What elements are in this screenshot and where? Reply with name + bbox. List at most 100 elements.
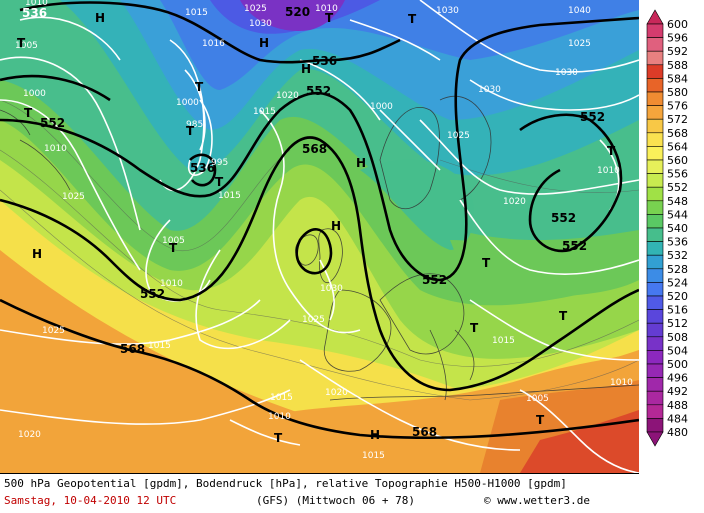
- legend-swatch: [646, 91, 664, 106]
- pressure-label: 1030: [436, 6, 459, 16]
- pressure-label: 1040: [568, 6, 591, 16]
- low-marker: T: [24, 106, 33, 120]
- legend-swatch: [646, 23, 664, 38]
- weather-map: 536 520 536 552 552 568 536 552 568 552 …: [0, 0, 639, 473]
- legend-swatch: [646, 390, 664, 406]
- color-band-purple: [240, 0, 345, 31]
- pressure-label: 1015: [148, 341, 171, 351]
- pressure-label: 1010: [160, 279, 183, 289]
- legend-label: 504: [667, 344, 688, 357]
- pressure-label: 1015: [270, 393, 293, 403]
- low-marker: T: [408, 12, 417, 26]
- legend-swatch: [646, 105, 664, 120]
- legend-label: 532: [667, 249, 688, 262]
- pressure-label: 1010: [268, 412, 291, 422]
- legend-swatch: [646, 268, 664, 283]
- low-marker: T: [607, 144, 616, 158]
- legend-swatch: [646, 64, 664, 79]
- legend-swatch: [646, 118, 664, 134]
- pressure-label: 1020: [276, 91, 299, 101]
- legend-label: 488: [667, 399, 688, 412]
- footer-blank: [639, 473, 704, 513]
- legend-label: 516: [667, 304, 688, 317]
- high-marker: H: [331, 219, 341, 233]
- legend-swatch: [646, 254, 664, 270]
- legend-label: 564: [667, 140, 688, 153]
- color-band-green-east: [450, 240, 639, 297]
- legend-label: 536: [667, 236, 688, 249]
- legend-label: 544: [667, 208, 688, 221]
- legend-swatch: [646, 132, 664, 147]
- copyright: © www.wetter3.de: [484, 494, 590, 507]
- legend-label: 500: [667, 358, 688, 371]
- high-pressure-markers: H H H H H H H: [32, 11, 380, 442]
- legend-label: 524: [667, 276, 688, 289]
- legend-swatch: [646, 241, 664, 256]
- pressure-label: 1000: [23, 89, 46, 99]
- legend-swatch: [646, 336, 664, 351]
- geopotential-label: 552: [562, 239, 587, 253]
- pressure-label: 1025: [568, 39, 591, 49]
- legend-label: 484: [667, 412, 688, 425]
- legend-label: 600: [667, 18, 688, 31]
- geopotential-label: 552: [580, 110, 605, 124]
- low-marker: T: [17, 36, 26, 50]
- legend-labels: 6005965925885845805765725685645605565525…: [667, 18, 688, 439]
- geopotential-label: 552: [40, 116, 65, 130]
- footer-line-2: Samstag, 10-04-2010 12 UTC (GFS) (Mittwo…: [4, 494, 590, 507]
- legend-swatch: [646, 282, 664, 297]
- low-marker: T: [186, 124, 195, 138]
- legend-label: 592: [667, 45, 688, 58]
- legend-swatches: [646, 9, 664, 447]
- geopotential-contours: [0, 1, 639, 440]
- low-marker: T: [274, 431, 283, 445]
- map-description: 500 hPa Geopotential [gpdm], Bodendruck …: [4, 477, 567, 490]
- legend-swatch: [646, 363, 664, 378]
- geopotential-label: 552: [551, 211, 576, 225]
- low-marker: T: [325, 11, 334, 25]
- pressure-label: 1030: [320, 284, 343, 294]
- low-marker: T: [215, 175, 224, 189]
- pressure-label: 1016: [202, 39, 225, 49]
- high-marker: H: [370, 428, 380, 442]
- legend-label: 512: [667, 317, 688, 330]
- color-band-red: [520, 410, 639, 473]
- high-marker: H: [259, 36, 269, 50]
- low-marker: T: [536, 413, 545, 427]
- pressure-label: 985: [186, 120, 203, 130]
- legend-arrow-top: [646, 9, 664, 25]
- high-marker: H: [95, 11, 105, 25]
- pressure-label: 1030: [555, 68, 578, 78]
- pressure-label: 1025: [302, 315, 325, 325]
- color-scale-legend: 6005965925885845805765725685645605565525…: [639, 0, 704, 473]
- low-marker: T: [169, 241, 178, 255]
- legend-label: 508: [667, 331, 688, 344]
- legend-swatch: [646, 186, 664, 202]
- legend-label: 548: [667, 195, 688, 208]
- legend-label: 572: [667, 113, 688, 126]
- pressure-label: 1020: [503, 197, 526, 207]
- pressure-label: 1010: [597, 166, 620, 176]
- legend-label: 596: [667, 32, 688, 45]
- pressure-label: 1025: [62, 192, 85, 202]
- geopotential-label: 568: [120, 342, 145, 356]
- legend-label: 584: [667, 72, 688, 85]
- low-pressure-markers: T T T T T T T T T T T T T T: [17, 11, 616, 445]
- legend-swatch: [646, 146, 664, 161]
- legend-label: 556: [667, 168, 688, 181]
- pressure-label: 1005: [162, 236, 185, 246]
- pressure-label: 1020: [325, 388, 348, 398]
- legend-label: 560: [667, 154, 688, 167]
- legend-swatch: [646, 50, 664, 66]
- legend-label: 496: [667, 372, 688, 385]
- legend-swatch: [646, 159, 664, 174]
- map-footer: 500 hPa Geopotential [gpdm], Bodendruck …: [0, 473, 639, 513]
- pressure-label: 1010: [25, 0, 48, 8]
- legend-swatch: [646, 214, 664, 229]
- high-marker: H: [301, 62, 311, 76]
- coastlines: [0, 95, 639, 401]
- pressure-label: 995: [211, 158, 228, 168]
- geopotential-label: 552: [140, 287, 165, 301]
- legend-label: 492: [667, 385, 688, 398]
- pressure-label: 1000: [176, 98, 199, 108]
